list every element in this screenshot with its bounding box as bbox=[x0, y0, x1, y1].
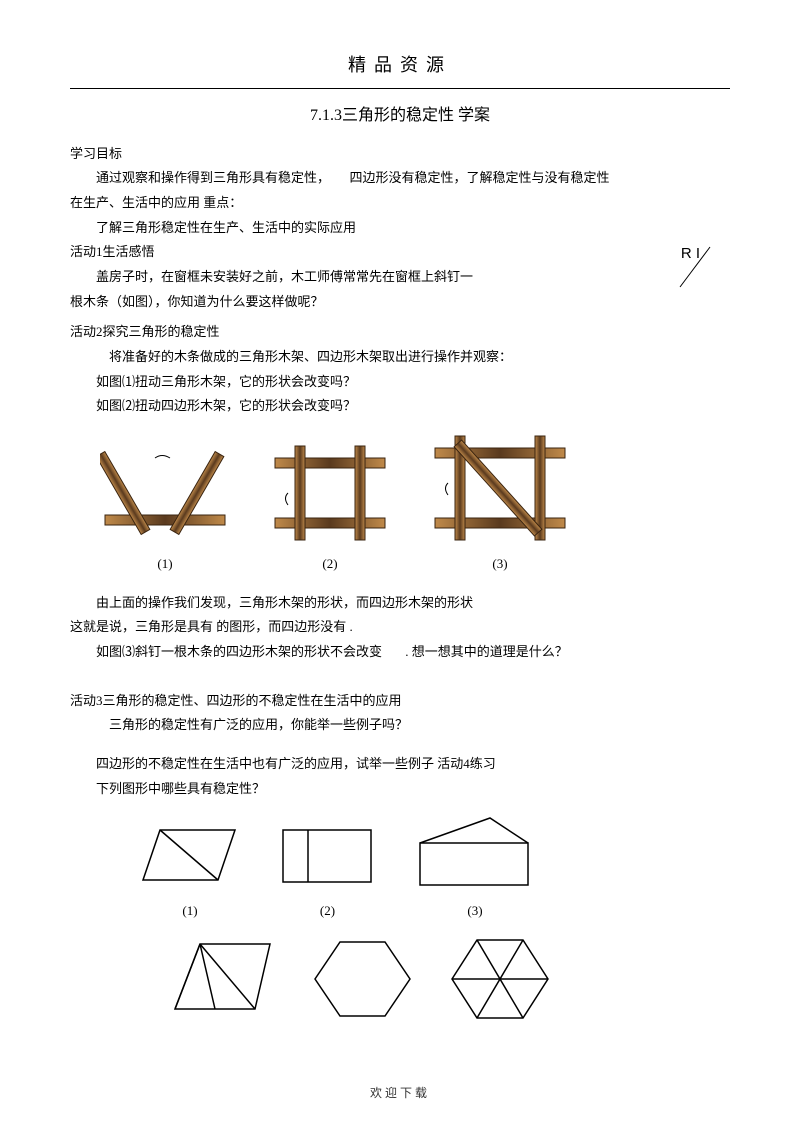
activity2-line4: 由上面的操作我们发现，三角形木架的形状，而四边形木架的形状 bbox=[70, 591, 730, 616]
shape-3: (3) bbox=[415, 815, 535, 923]
wood-figure-3: (3) bbox=[430, 433, 570, 576]
wood-figures-row: (1) (2) (3) bbox=[100, 433, 730, 576]
wood-figure-1: (1) bbox=[100, 443, 230, 576]
activity2-line1: 将准备好的木条做成的三角形木架、四边形木架取出进行操作并观察： bbox=[70, 345, 730, 370]
activity2-line3: 如图⑵扭动四边形木架，它的形状会改变吗？ bbox=[70, 394, 730, 419]
activity2-line6: 如图⑶斜钉一根木条的四边形木架的形状不会改变 . 想一想其中的道理是什么？ bbox=[70, 640, 730, 665]
shape2-label: (2) bbox=[280, 899, 375, 924]
goal-text-2: 在生产、生活中的应用 重点： bbox=[70, 191, 730, 216]
shape1-label: (1) bbox=[140, 899, 240, 924]
shape-2: (2) bbox=[280, 825, 375, 923]
activity1-line2: 根木条（如图），你知道为什么要这样做呢？ bbox=[70, 290, 730, 315]
activity3-title: 活动3三角形的稳定性、四边形的不稳定性在生活中的应用 bbox=[70, 689, 730, 714]
shape-4 bbox=[170, 939, 280, 1019]
fig3-label: (3) bbox=[430, 552, 570, 577]
activity1-line1: 盖房子时，在窗框未安装好之前，木工师傅常常先在窗框上斜钉一 bbox=[70, 265, 730, 290]
document-title: 7.1.3三角形的稳定性 学案 bbox=[70, 101, 730, 131]
shapes-row-2 bbox=[170, 932, 730, 1027]
activity2-line5: 这就是说，三角形是具有 的图形，而四边形没有 . bbox=[70, 615, 730, 640]
activity1-title: 活动1生活感悟 bbox=[70, 240, 730, 265]
wood-figure-2: (2) bbox=[270, 443, 390, 576]
activity2-line2: 如图⑴扭动三角形木架，它的形状会改变吗？ bbox=[70, 370, 730, 395]
act2-l6a: 如图⑶斜钉一根木条的四边形木架的形状不会改变 bbox=[96, 644, 382, 659]
act2-l6b: . 想一想其中的道理是什么？ bbox=[405, 644, 568, 659]
window-frame-icon bbox=[670, 242, 730, 292]
shapes-row-1: (1) (2) (3) bbox=[140, 815, 730, 923]
activity2-title: 活动2探究三角形的稳定性 bbox=[70, 320, 730, 345]
activity3-line3: 下列图形中哪些具有稳定性？ bbox=[70, 777, 730, 802]
shape3-label: (3) bbox=[415, 899, 535, 924]
activity3-line1: 三角形的稳定性有广泛的应用，你能举一些例子吗？ bbox=[70, 713, 730, 738]
page-header: 精品资源 bbox=[70, 48, 730, 89]
goal-label: 学习目标 bbox=[70, 142, 730, 167]
goal-text-3: 了解三角形稳定性在生产、生活中的实际应用 bbox=[70, 216, 730, 241]
goal-text-1: 通过观察和操作得到三角形具有稳定性， 四边形没有稳定性，了解稳定性与没有稳定性 bbox=[70, 166, 730, 191]
activity3-line2: 四边形的不稳定性在生活中也有广泛的应用，试举一些例子 活动4练习 bbox=[70, 752, 730, 777]
shape-5 bbox=[310, 934, 415, 1024]
page-footer: 欢迎下载 bbox=[0, 1082, 800, 1105]
shape-1: (1) bbox=[140, 825, 240, 923]
fig2-label: (2) bbox=[270, 552, 390, 577]
shape-6 bbox=[445, 932, 555, 1027]
fig1-label: (1) bbox=[100, 552, 230, 577]
